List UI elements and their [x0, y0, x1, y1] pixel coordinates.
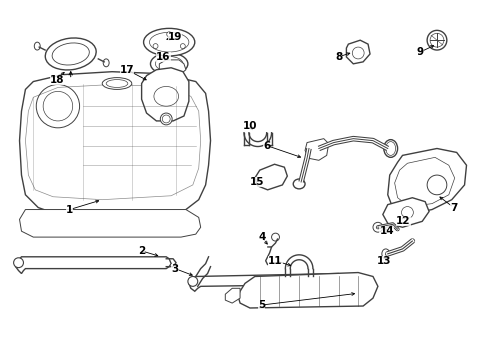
Polygon shape [20, 210, 200, 237]
Text: 9: 9 [416, 47, 423, 57]
Ellipse shape [102, 78, 131, 89]
Circle shape [271, 233, 279, 241]
Text: 17: 17 [119, 65, 134, 75]
Text: 11: 11 [268, 256, 282, 266]
Circle shape [372, 222, 382, 232]
Polygon shape [238, 273, 377, 308]
Ellipse shape [34, 42, 40, 50]
Circle shape [160, 113, 172, 125]
Text: 15: 15 [249, 177, 264, 187]
Polygon shape [142, 68, 188, 121]
Text: 16: 16 [156, 52, 170, 62]
Circle shape [187, 276, 197, 286]
Text: 18: 18 [50, 75, 64, 85]
Ellipse shape [143, 28, 194, 56]
Text: 12: 12 [395, 216, 410, 226]
Polygon shape [20, 72, 210, 217]
Text: 2: 2 [138, 246, 145, 256]
Text: 13: 13 [376, 256, 390, 266]
Text: 10: 10 [242, 121, 257, 131]
Polygon shape [188, 274, 343, 291]
Ellipse shape [383, 140, 397, 157]
Text: 3: 3 [171, 264, 178, 274]
Polygon shape [382, 198, 428, 227]
Ellipse shape [381, 249, 389, 259]
Circle shape [426, 30, 446, 50]
Text: 5: 5 [258, 300, 265, 310]
Text: 1: 1 [66, 204, 73, 215]
Text: 19: 19 [167, 32, 182, 42]
Polygon shape [254, 164, 287, 190]
Polygon shape [159, 60, 185, 76]
Ellipse shape [293, 179, 305, 189]
Text: 14: 14 [379, 226, 393, 236]
Polygon shape [346, 40, 369, 64]
Circle shape [14, 258, 23, 267]
Ellipse shape [150, 53, 187, 75]
Text: 4: 4 [258, 232, 265, 242]
Polygon shape [16, 257, 171, 274]
Circle shape [426, 175, 446, 195]
Text: 7: 7 [449, 203, 456, 212]
Polygon shape [225, 288, 240, 303]
Polygon shape [305, 139, 328, 160]
Ellipse shape [45, 38, 96, 70]
Text: 6: 6 [263, 140, 270, 150]
Text: 8: 8 [334, 52, 342, 62]
Polygon shape [387, 148, 466, 215]
Ellipse shape [103, 59, 109, 67]
